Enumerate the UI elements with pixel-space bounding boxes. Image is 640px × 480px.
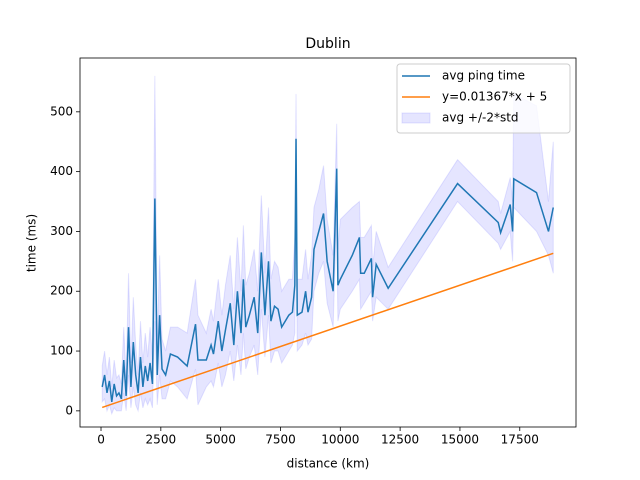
legend-label: y=0.01367*x + 5	[442, 90, 547, 104]
y-tick-label: 200	[50, 284, 73, 298]
y-tick-label: 0	[65, 403, 73, 417]
legend-label: avg +/-2*std	[442, 111, 519, 125]
series-line	[101, 138, 555, 402]
std-band	[101, 75, 554, 416]
x-tick-label: 17500	[501, 433, 539, 447]
plot-frame	[79, 57, 577, 428]
chart-title: Dublin	[305, 36, 350, 52]
series-line	[101, 252, 554, 409]
x-tick-label: 10000	[321, 433, 359, 447]
x-tick-label: 0	[97, 433, 105, 447]
x-tick-label: 5000	[205, 433, 236, 447]
x-tick-label: 12500	[381, 433, 419, 447]
x-tick-label: 7500	[265, 433, 296, 447]
y-axis-label: time (ms)	[25, 214, 39, 272]
legend-label: avg ping time	[442, 69, 525, 83]
y-tick-label: 100	[50, 344, 73, 358]
x-tick-label: 15000	[441, 433, 479, 447]
legend-swatch	[401, 112, 431, 124]
x-axis-label: distance (km)	[287, 457, 370, 471]
y-tick-label: 300	[50, 224, 73, 238]
legend-box	[396, 63, 571, 134]
y-tick-label: 400	[50, 164, 73, 178]
y-tick-label: 500	[50, 104, 73, 118]
x-tick-label: 2500	[146, 433, 177, 447]
